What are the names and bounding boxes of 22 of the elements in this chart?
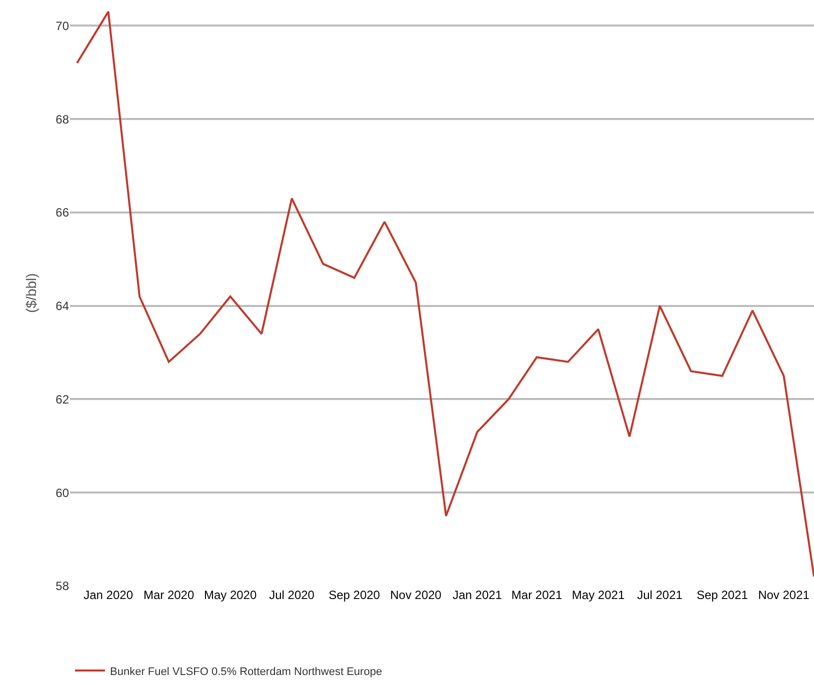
x-tick-label: Sep 2021 (696, 588, 748, 602)
x-tick-label: Sep 2020 (328, 588, 380, 602)
x-tick-label: Nov 2021 (758, 588, 810, 602)
x-tick-label: Mar 2021 (511, 588, 562, 602)
y-tick-label: 62 (56, 392, 70, 406)
y-tick-label: 64 (56, 299, 70, 314)
x-tick-label: May 2020 (204, 588, 257, 602)
legend-label: Bunker Fuel VLSFO 0.5% Rotterdam Northwest Europe (110, 666, 382, 678)
y-tick-label: 70 (56, 18, 70, 33)
y-tick-label: 60 (56, 486, 70, 500)
y-tick-label: 58 (56, 579, 70, 594)
x-tick-label: Jan 2021 (452, 588, 502, 602)
x-tick-label: May 2021 (572, 588, 625, 602)
x-tick-label: Nov 2020 (390, 588, 442, 602)
y-axis-title: ($/bbl) (23, 273, 40, 313)
y-tick-label: 68 (56, 112, 70, 126)
x-tick-label: Mar 2020 (143, 588, 194, 602)
x-tick-label: Jan 2020 (84, 588, 134, 602)
line-series (76, 10, 814, 578)
x-tick-label: Jul 2020 (269, 588, 315, 602)
x-tick-label: Jul 2021 (637, 588, 683, 602)
y-tick-label: 66 (56, 206, 70, 220)
